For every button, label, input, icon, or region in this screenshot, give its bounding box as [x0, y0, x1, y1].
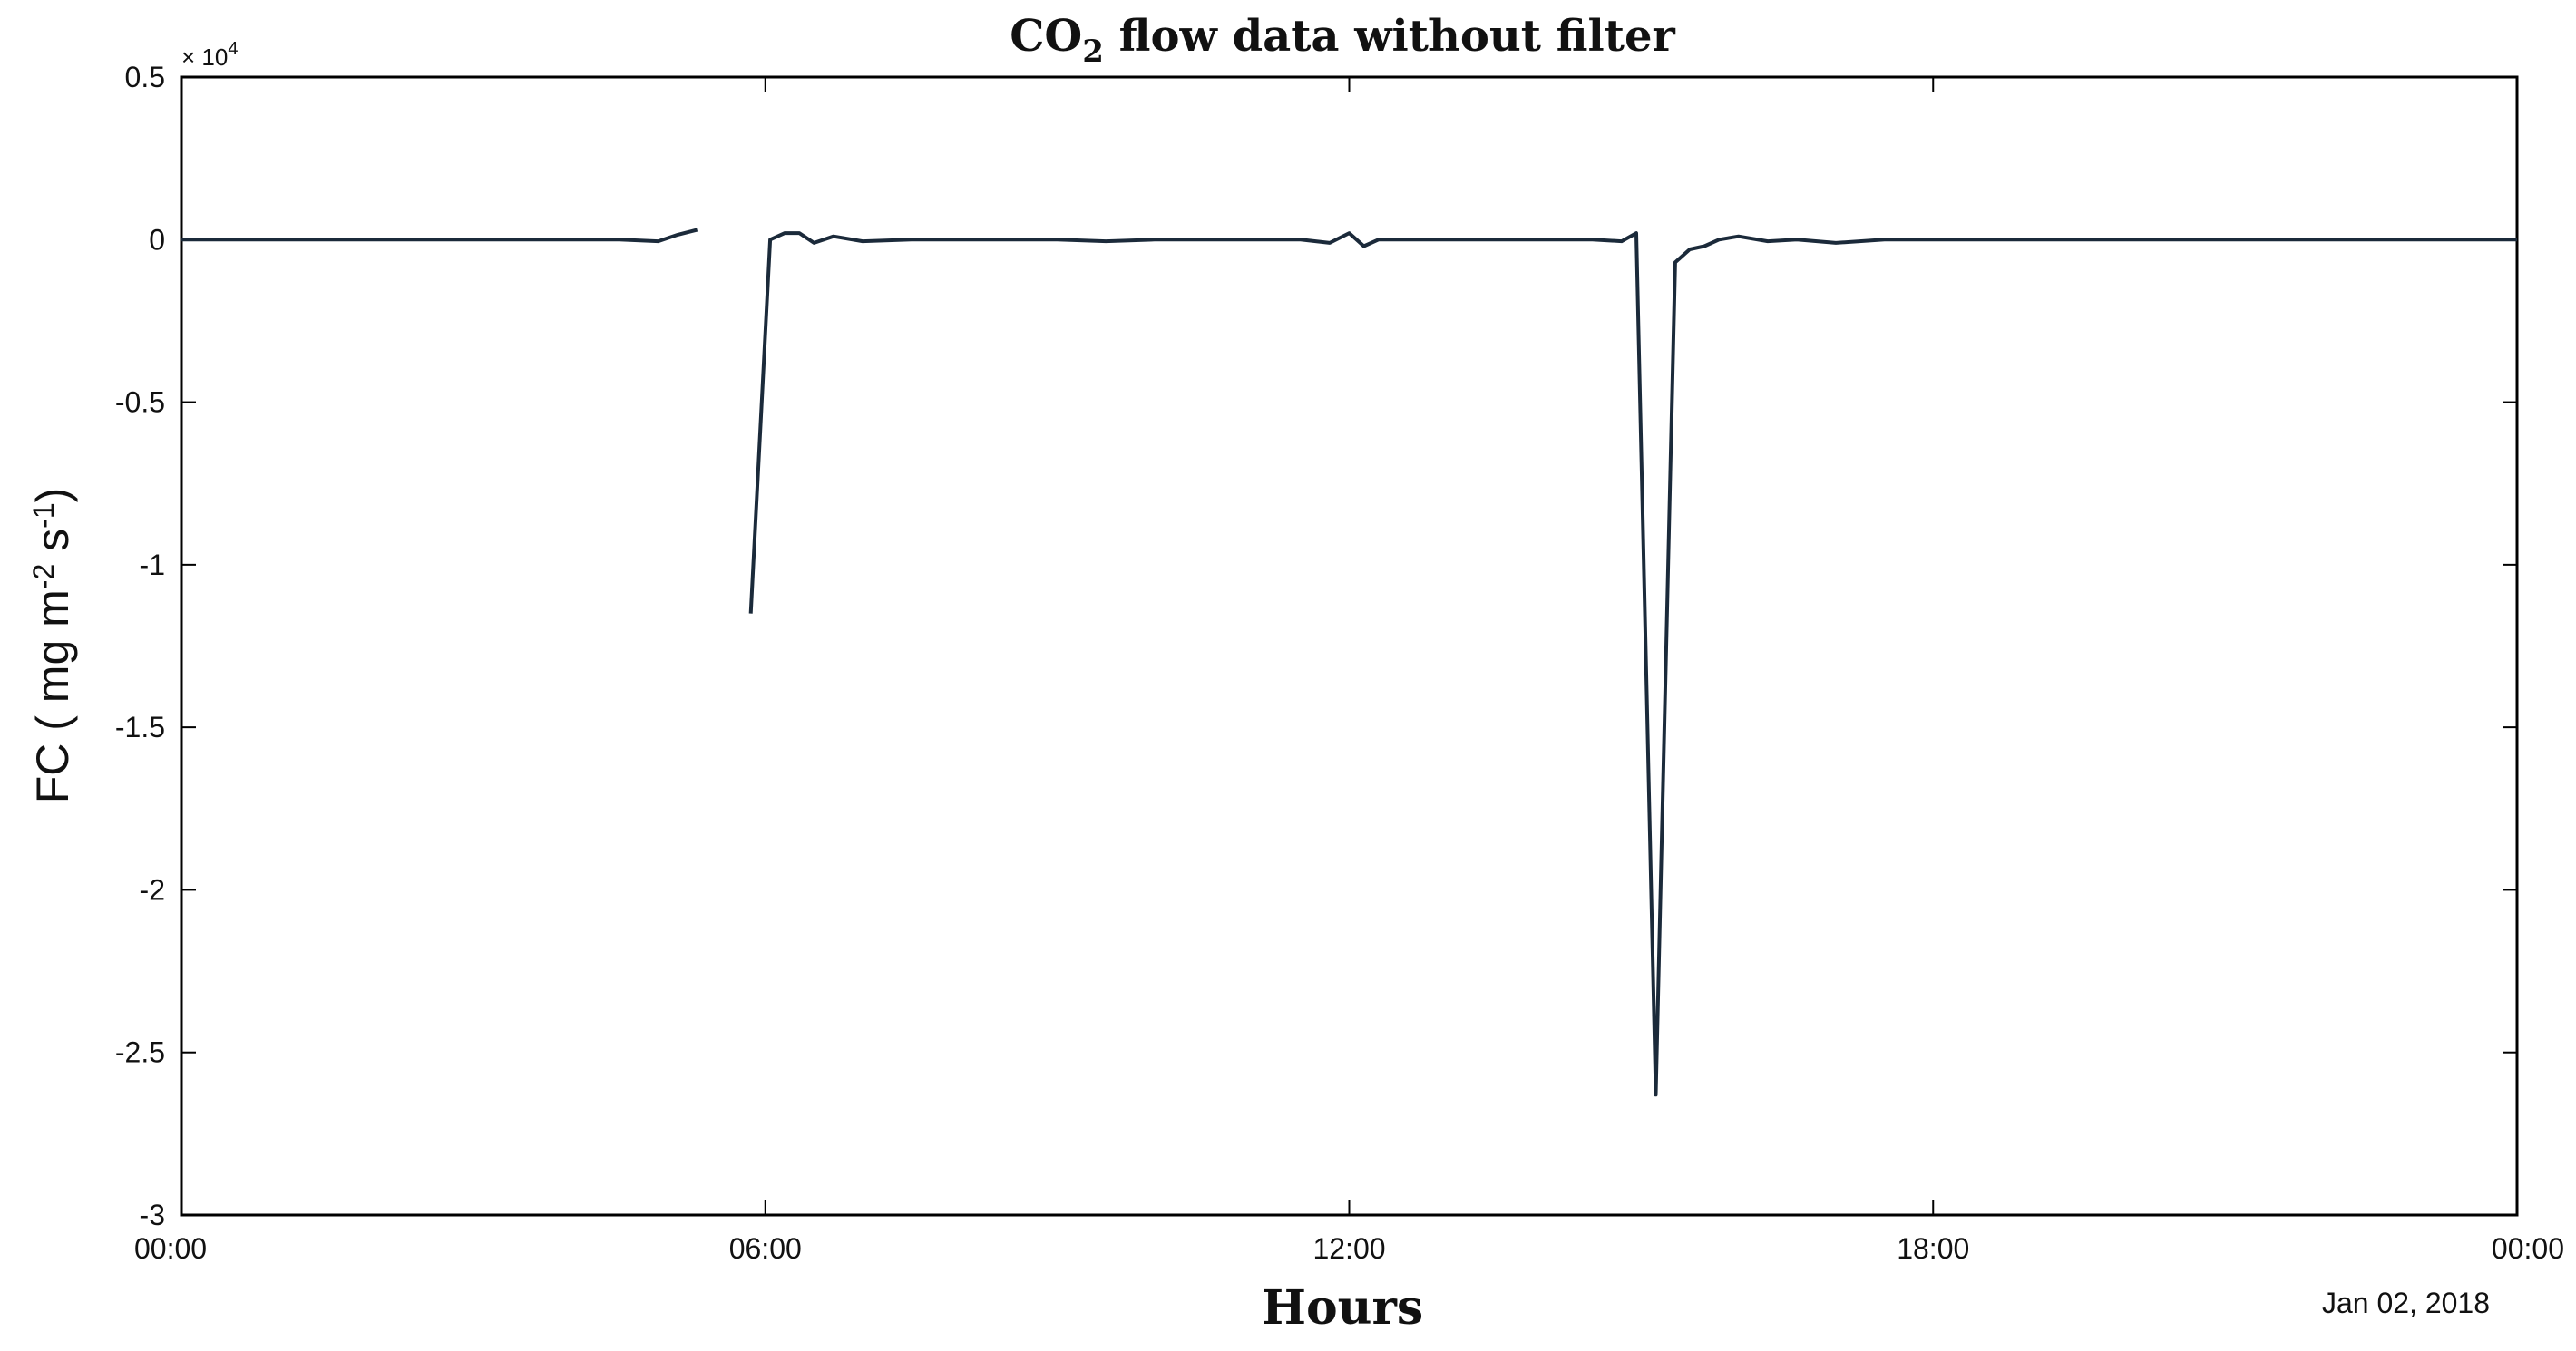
y-tick-label: 0.5	[125, 61, 165, 93]
x-tick-label: 18:00	[1897, 1232, 1969, 1265]
series-line	[748, 231, 2517, 1097]
y-tick-label: -1.5	[115, 711, 165, 744]
y-tick-label: -2.5	[115, 1036, 165, 1069]
x-tick-label: 06:00	[729, 1232, 802, 1265]
y-axis-label: FC ( mg m-2 s-1)	[27, 488, 78, 804]
series-line	[181, 228, 698, 244]
y-tick-label: -2	[140, 873, 165, 906]
y-tick-label: -1	[140, 549, 165, 581]
y-tick-label: -0.5	[115, 386, 165, 419]
x-tick-label: 00:00	[134, 1232, 207, 1265]
chart-title: CO2 flow data without filter	[1010, 11, 1675, 70]
y-exponent-label: × 104	[181, 39, 238, 71]
plot-area	[180, 75, 2519, 1217]
axis-tick-labels: 00:00 06:00 12:00 18:00 00:00 0.5 0 -0.5 -1 -1.5 -…	[115, 61, 2564, 1265]
x-axis-label: Hours	[1262, 1280, 1423, 1336]
series-layer	[181, 228, 2517, 1097]
x-tick-label: 12:00	[1312, 1232, 1385, 1265]
date-label: Jan 02, 2018	[2322, 1287, 2490, 1319]
x-tick-label: 00:00	[2492, 1232, 2564, 1265]
y-tick-label: 0	[149, 223, 165, 256]
y-tick-label: -3	[140, 1199, 165, 1231]
